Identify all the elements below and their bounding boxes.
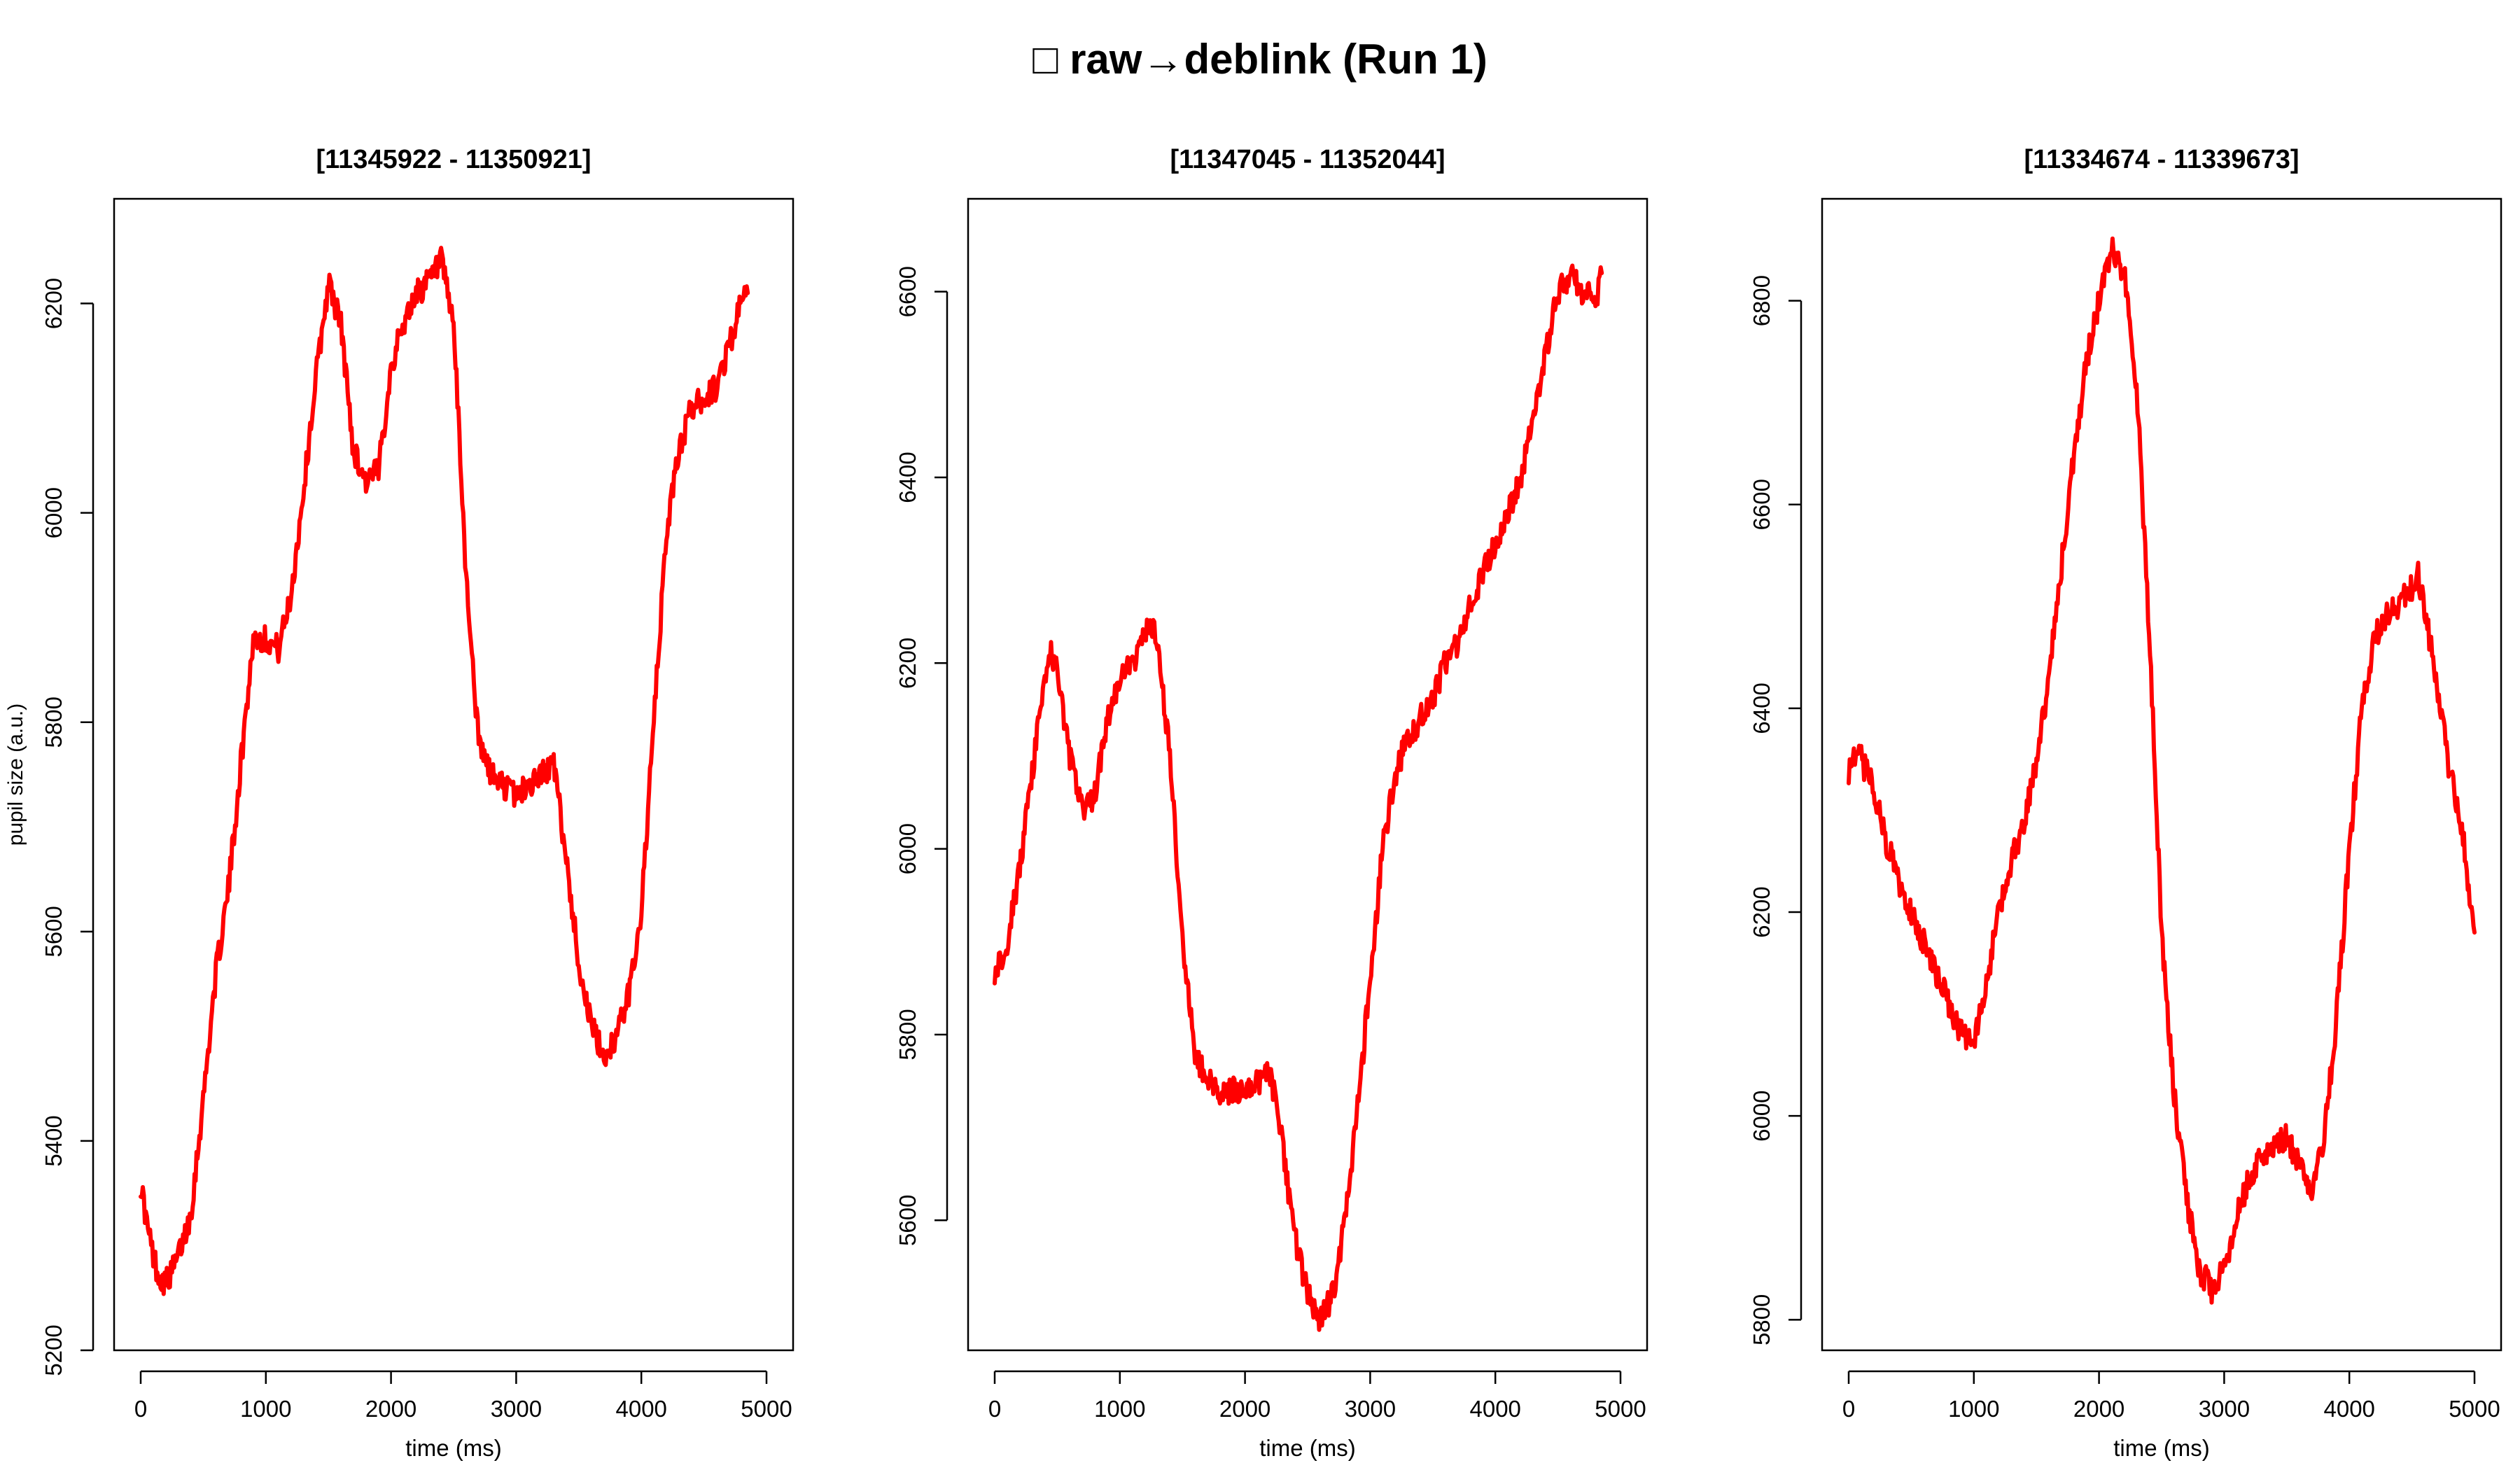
y-tick-label: 6000 xyxy=(1749,1090,1774,1141)
y-tick-label: 5800 xyxy=(41,696,66,748)
y-tick-label: 6400 xyxy=(895,451,920,503)
x-tick-label: 5000 xyxy=(2449,1396,2500,1422)
series-line xyxy=(993,263,1604,1332)
chart-title: [11347045 - 11352044] xyxy=(1170,145,1445,174)
x-axis-label: time (ms) xyxy=(405,1435,501,1461)
x-tick-label: 2000 xyxy=(365,1396,416,1422)
y-tick-label: 5800 xyxy=(895,1009,920,1060)
y-tick-label: 5800 xyxy=(1749,1294,1774,1345)
x-tick-label: 5000 xyxy=(741,1396,792,1422)
y-tick-label: 6200 xyxy=(41,278,66,329)
x-axis-label: time (ms) xyxy=(2113,1435,2209,1461)
y-tick-label: 6200 xyxy=(1749,886,1774,937)
x-tick-label: 3000 xyxy=(2199,1396,2250,1422)
x-tick-label: 5000 xyxy=(1595,1396,1646,1422)
y-tick-label: 5200 xyxy=(41,1324,66,1376)
x-tick-label: 0 xyxy=(1842,1396,1855,1422)
y-tick-label: 6000 xyxy=(895,823,920,874)
plot-frame xyxy=(1821,197,2502,1352)
plot-frame xyxy=(113,197,794,1352)
x-tick-label: 2000 xyxy=(2073,1396,2124,1422)
panels-container: [11345922 - 11350921] 0 1000 2000 3000 4000 50… xyxy=(4,145,2502,1461)
y-tick-label: 6000 xyxy=(41,487,66,538)
chart-panel-1: [11345922 - 11350921] 0 1000 2000 3000 4000 50… xyxy=(4,145,794,1461)
y-tick-label: 5600 xyxy=(41,906,66,957)
x-tick-label: 1000 xyxy=(1094,1396,1145,1422)
x-tick-label: 3000 xyxy=(1345,1396,1396,1422)
chart-title: [11334674 - 11339673] xyxy=(2024,145,2299,174)
chart-panel-3: [11334674 - 11339673] 0 1000 2000 3000 4000 50… xyxy=(1749,145,2502,1461)
y-tick-label: 6600 xyxy=(895,266,920,317)
x-tick-label: 4000 xyxy=(615,1396,666,1422)
x-tick-label: 1000 xyxy=(240,1396,291,1422)
plot-frame xyxy=(967,197,1648,1352)
y-tick-label: 6600 xyxy=(1749,479,1774,530)
x-tick-label: 1000 xyxy=(1948,1396,1999,1422)
x-tick-label: 4000 xyxy=(2323,1396,2374,1422)
y-tick-label: 6800 xyxy=(1749,275,1774,326)
x-tick-label: 2000 xyxy=(1219,1396,1270,1422)
x-axis-label: time (ms) xyxy=(1259,1435,1355,1461)
x-tick-label: 0 xyxy=(988,1396,1001,1422)
chart-panel-2: [11347045 - 11352044] 0 1000 2000 3000 4000 50… xyxy=(895,145,1648,1461)
y-tick-label: 5600 xyxy=(895,1195,920,1246)
y-tick-label: 6400 xyxy=(1749,682,1774,734)
y-tick-label: 6200 xyxy=(895,638,920,689)
figure-title: □ raw→deblink (Run 1) xyxy=(1032,36,1488,83)
x-tick-label: 4000 xyxy=(1469,1396,1520,1422)
x-tick-label: 0 xyxy=(134,1396,147,1422)
y-axis-label: pupil size (a.u.) xyxy=(4,704,27,846)
y-tick-label: 5400 xyxy=(41,1115,66,1166)
x-tick-label: 3000 xyxy=(491,1396,542,1422)
chart-title: [11345922 - 11350921] xyxy=(316,145,591,174)
series-line xyxy=(139,246,750,1296)
series-line xyxy=(1847,236,2477,1305)
